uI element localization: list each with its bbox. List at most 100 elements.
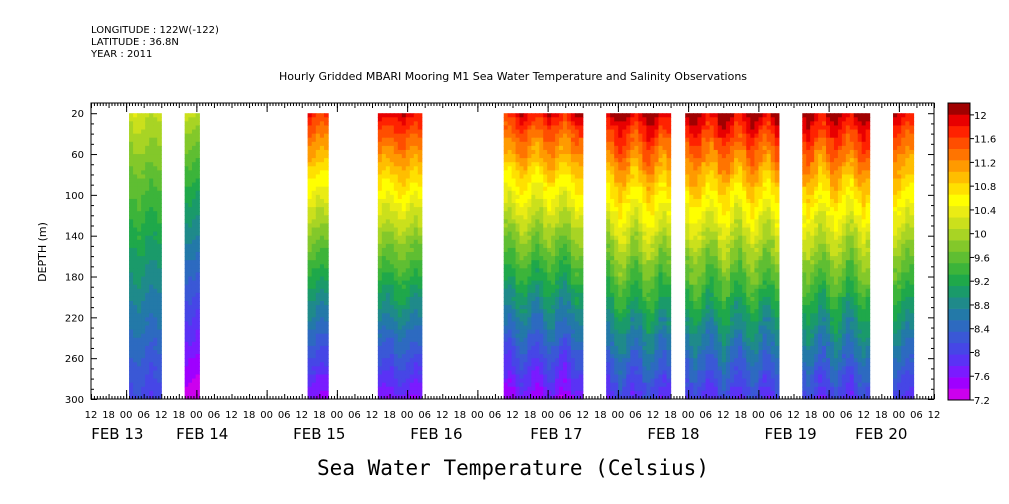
heat-cell — [658, 243, 664, 249]
heat-cell — [397, 162, 403, 167]
heat-cell — [307, 325, 313, 331]
heat-cell — [385, 272, 391, 278]
heat-cell — [153, 137, 158, 143]
heat-cell — [511, 292, 517, 298]
heat-cell — [618, 235, 623, 241]
heat-cell — [634, 284, 639, 290]
heat-cell — [417, 292, 423, 298]
heat-cell — [638, 358, 643, 363]
heat-cell — [654, 292, 660, 298]
heat-cell — [527, 207, 532, 212]
heat-cell — [685, 227, 690, 233]
heat-cell — [129, 374, 134, 380]
heat-cell — [658, 239, 664, 245]
heat-cell — [701, 268, 707, 274]
heat-cell — [377, 354, 383, 359]
heat-cell — [511, 256, 517, 261]
heat-cell — [642, 227, 648, 233]
heat-cell — [315, 386, 321, 392]
heat-cell — [551, 239, 556, 245]
heat-cell — [646, 174, 652, 180]
heat-cell — [145, 137, 150, 143]
heat-cell — [650, 341, 656, 347]
heat-cell — [705, 145, 711, 151]
heat-cell — [566, 149, 572, 155]
heat-cell — [654, 252, 660, 257]
heat-cell — [405, 382, 411, 388]
heat-cell — [377, 174, 383, 180]
heat-cell — [705, 170, 711, 176]
heat-cell — [385, 345, 391, 351]
heat-cell — [654, 309, 660, 314]
heat-cell — [693, 313, 699, 318]
heat-cell — [503, 358, 509, 363]
heat-cell — [195, 223, 200, 229]
heat-cell — [137, 358, 142, 363]
heat-cell — [188, 305, 193, 310]
heat-cell — [685, 243, 690, 249]
heat-cell — [507, 207, 513, 212]
heat-cell — [409, 129, 415, 135]
heat-cell — [409, 121, 415, 127]
heat-cell — [417, 268, 423, 274]
heat-cell — [559, 337, 564, 343]
heat-cell — [531, 190, 536, 196]
heat-cell — [689, 390, 694, 396]
heat-cell — [630, 378, 635, 384]
heat-cell — [389, 354, 395, 359]
heat-cell — [543, 280, 548, 286]
heat-cell — [693, 247, 699, 253]
heat-cell — [503, 321, 509, 327]
heat-cell — [709, 382, 715, 388]
heat-cell — [531, 117, 536, 122]
heat-cell — [413, 321, 419, 327]
heat-cell — [539, 374, 544, 380]
heat-cell — [519, 370, 525, 376]
heat-cell — [311, 386, 317, 392]
heat-cell — [184, 239, 189, 245]
heat-cell — [697, 207, 703, 212]
heat-cell — [693, 264, 699, 269]
heat-cell — [634, 174, 639, 180]
heat-cell — [377, 280, 383, 286]
heat-cell — [191, 133, 197, 139]
heat-cell — [377, 292, 383, 298]
heat-cell — [570, 223, 576, 229]
heat-cell — [389, 264, 395, 269]
heat-cell — [184, 370, 189, 376]
heat-cell — [570, 252, 576, 257]
heat-cell — [634, 223, 639, 229]
heat-cell — [626, 386, 631, 392]
heat-cell — [622, 247, 627, 253]
heat-cell — [689, 288, 694, 294]
heat-cell — [129, 252, 134, 257]
heat-cell — [153, 227, 158, 233]
heat-cell — [662, 284, 668, 290]
heat-cell — [324, 133, 329, 139]
heat-cell — [129, 145, 134, 151]
heat-cell — [578, 186, 584, 192]
heat-cell — [153, 280, 158, 286]
heat-cell — [401, 370, 407, 376]
heat-cell — [606, 386, 611, 392]
heat-cell — [559, 162, 564, 167]
heat-cell — [650, 239, 656, 245]
heat-cell — [574, 145, 580, 151]
heat-cell — [630, 190, 635, 196]
heat-cell — [149, 284, 154, 290]
heat-cell — [319, 223, 325, 229]
heat-cell — [634, 198, 639, 204]
heat-cell — [697, 125, 703, 131]
heat-cell — [184, 288, 189, 294]
heat-cell — [409, 182, 415, 188]
heat-cell — [574, 207, 580, 212]
heat-cell — [417, 264, 423, 269]
heat-cell — [578, 133, 584, 139]
heat-cell — [606, 129, 611, 135]
heat-cell — [662, 166, 668, 171]
heat-cell — [188, 227, 193, 233]
heat-cell — [566, 235, 572, 241]
heat-cell — [191, 145, 197, 151]
heat-cell — [539, 350, 544, 355]
heat-cell — [685, 121, 690, 127]
